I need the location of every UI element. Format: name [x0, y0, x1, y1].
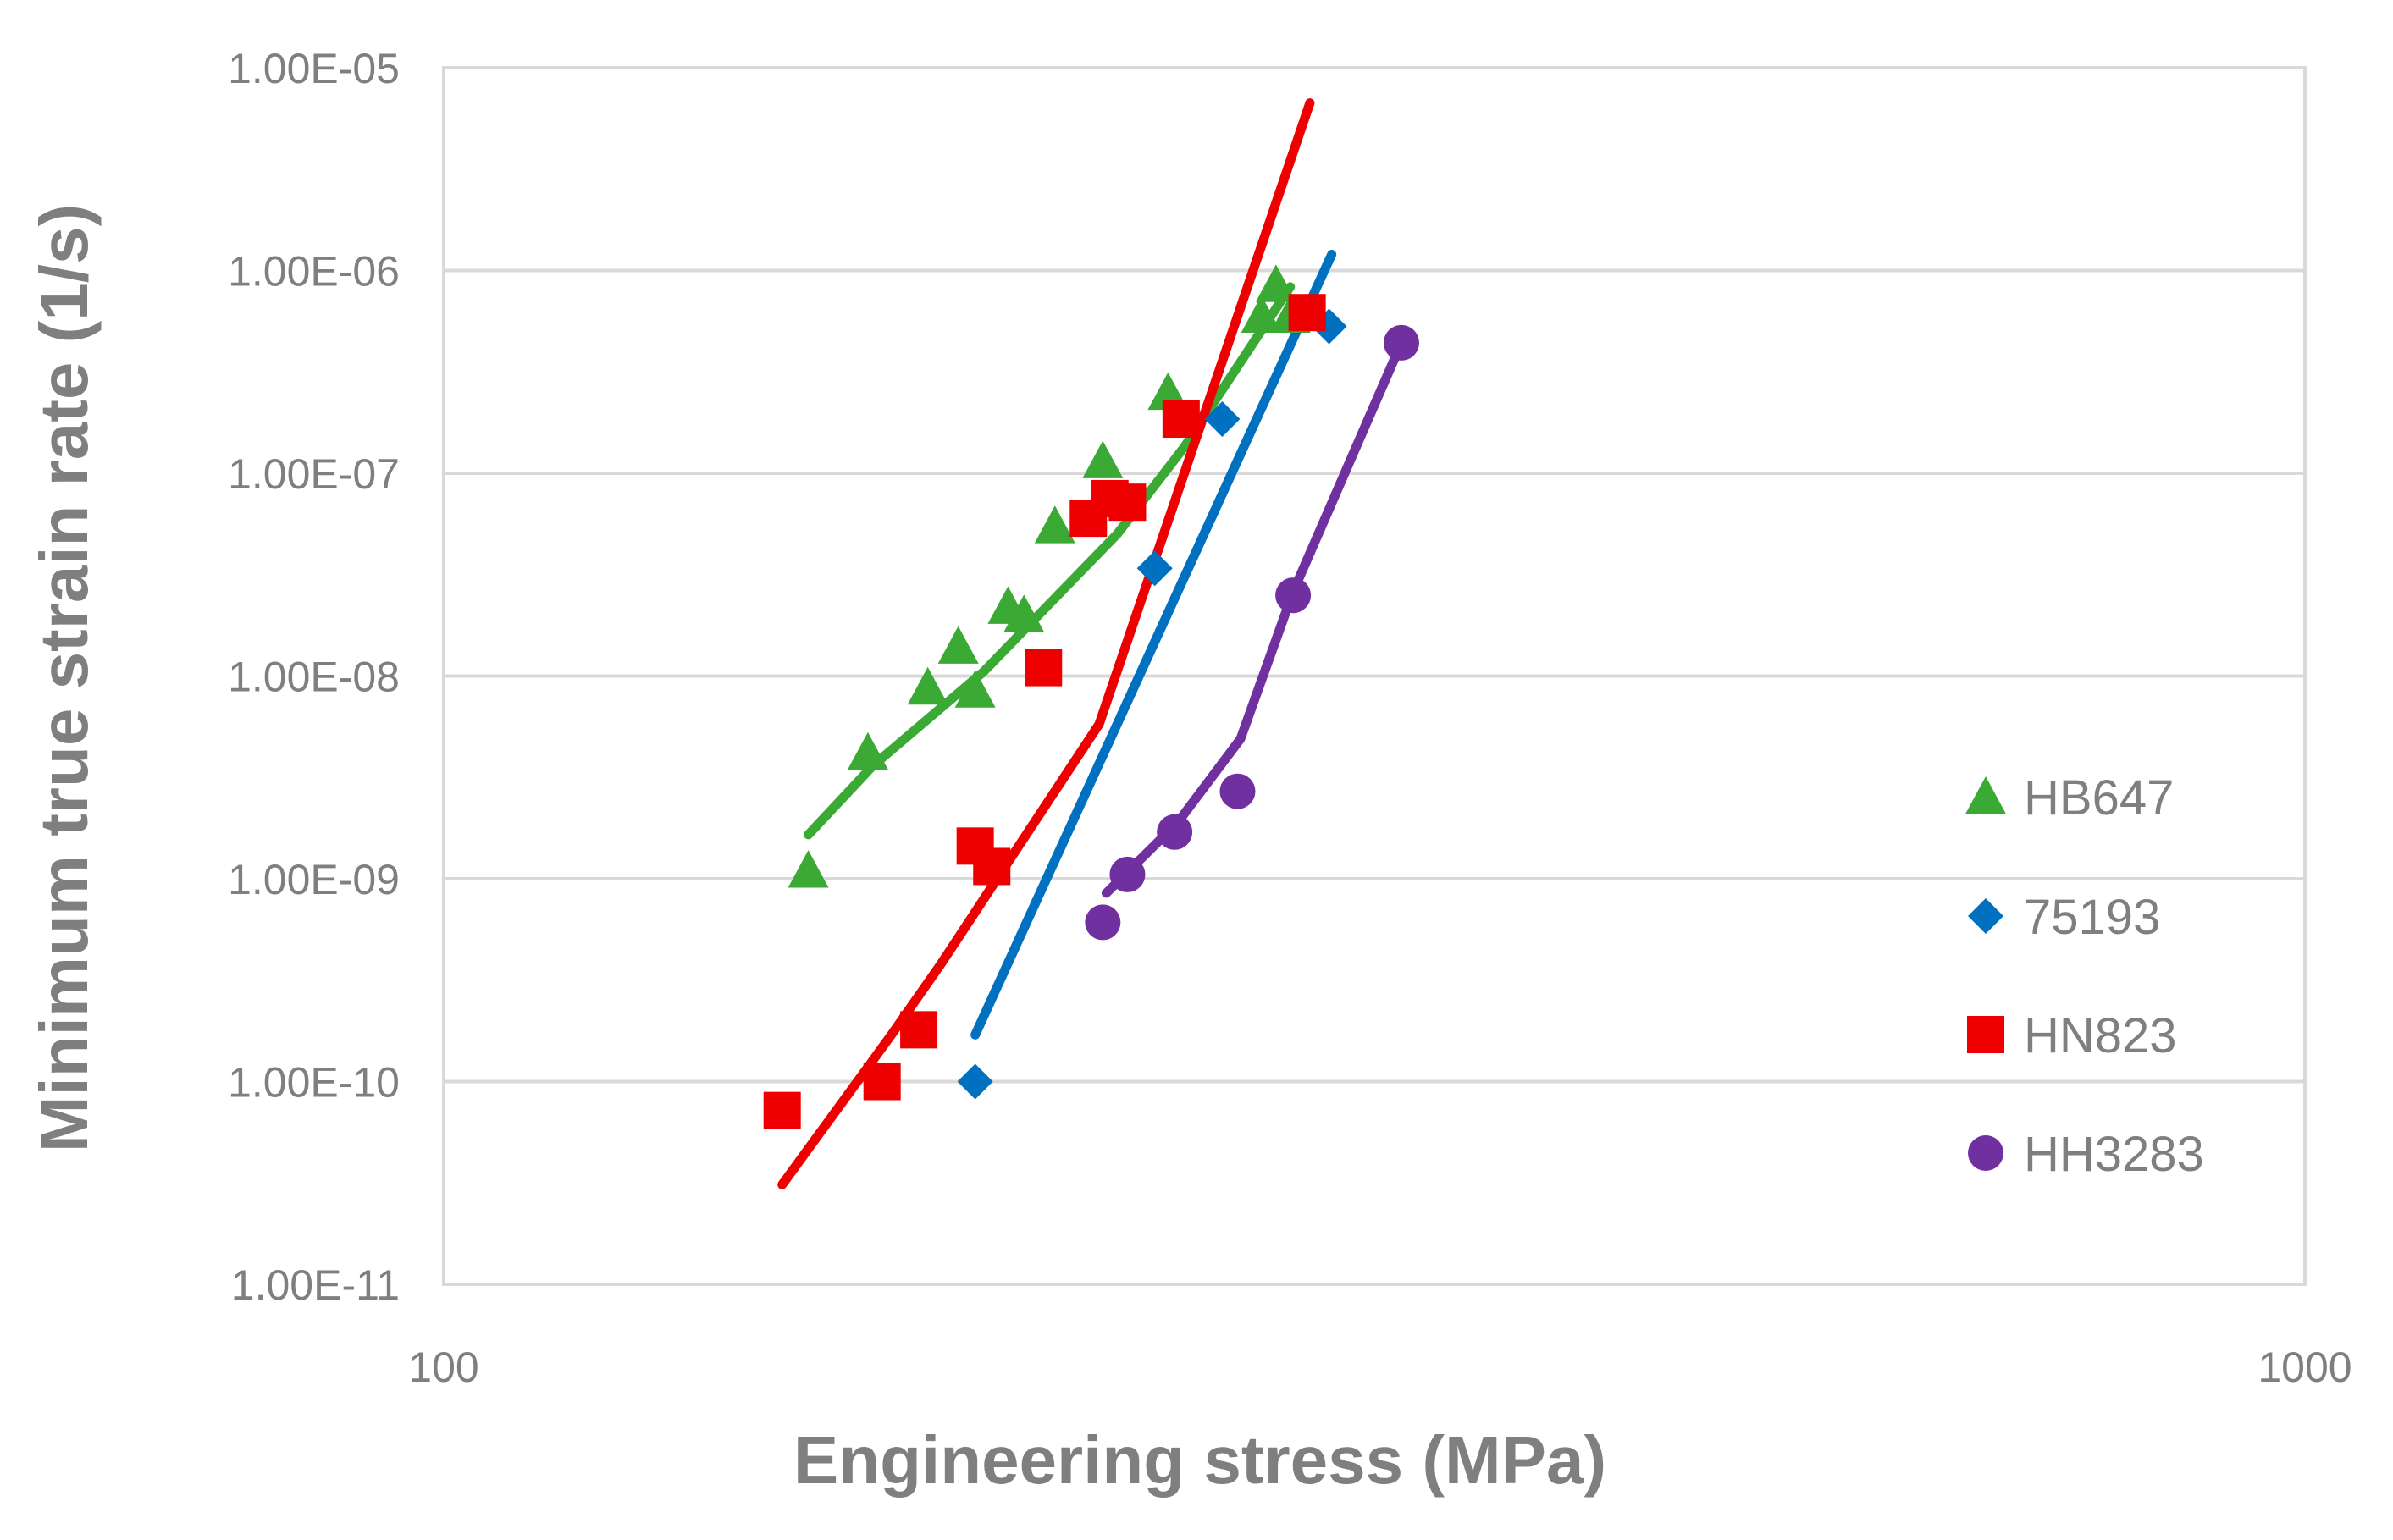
- data-markers: [763, 264, 1419, 1129]
- legend: HB647 75193 HN823 HH3283: [1965, 770, 2204, 1182]
- data-point-hb647: [1034, 505, 1075, 544]
- data-point-hh3283: [1157, 814, 1193, 850]
- x-axis-tick-labels: 100 1000: [408, 1344, 2352, 1391]
- data-point-hn823: [1025, 649, 1063, 687]
- y-axis-tick-labels: 1.00E-05 1.00E-06 1.00E-07 1.00E-08 1.00E-09…: [228, 45, 400, 1309]
- y-tick-label: 1.00E-07: [228, 450, 400, 498]
- legend-label-hn823: HN823: [2024, 1008, 2177, 1063]
- data-point-hh3283: [1219, 773, 1256, 809]
- y-tick-label: 1.00E-06: [228, 248, 400, 295]
- data-point-hb647: [954, 670, 996, 708]
- plot-area-frame: [442, 66, 2307, 1286]
- fit-line-75193: [970, 250, 1337, 1040]
- data-point-hh3283: [1383, 324, 1419, 361]
- data-point-hb647: [847, 731, 888, 770]
- data-point-hb647: [1147, 372, 1189, 411]
- legend-marker-hn823: [1967, 1016, 2004, 1053]
- legend-marker-hb647: [1965, 776, 2006, 814]
- y-axis-title: Minimum true strain rate (1/s): [26, 204, 102, 1152]
- data-point-75193: [1136, 550, 1173, 587]
- data-point-75193: [1204, 401, 1241, 438]
- legend-label-hb647: HB647: [2024, 770, 2174, 825]
- fit-line-hh3283: [1102, 338, 1407, 898]
- data-point-hh3283: [1109, 856, 1146, 892]
- y-tick-label: 1.00E-10: [228, 1059, 400, 1107]
- gridlines: [444, 66, 2305, 1286]
- data-point-hh3283: [1275, 577, 1312, 614]
- data-point-hn823: [763, 1091, 801, 1129]
- data-point-hn823: [900, 1011, 938, 1049]
- data-point-hb647: [788, 850, 829, 888]
- data-point-hb647: [1003, 594, 1045, 632]
- data-point-hn823: [1108, 483, 1147, 522]
- data-point-hn823: [973, 847, 1011, 886]
- data-point-hn823: [1162, 400, 1200, 439]
- fit-line-hn823: [777, 98, 1315, 1189]
- data-point-75193: [957, 1063, 993, 1100]
- legend-marker-hh3283: [1968, 1135, 2003, 1171]
- y-tick-label: 1.00E-08: [228, 654, 400, 701]
- data-point-hn823: [863, 1063, 901, 1101]
- y-tick-label: 1.00E-05: [228, 45, 400, 92]
- data-point-hh3283: [1085, 904, 1121, 941]
- data-point-hb647: [937, 626, 979, 664]
- y-tick-label: 1.00E-09: [228, 856, 400, 903]
- x-axis-title: Engineering stress (MPa): [793, 1422, 1606, 1498]
- data-point-hb647: [1082, 440, 1124, 478]
- fit-lines: [777, 98, 1407, 1189]
- legend-marker-75193: [1968, 898, 2003, 934]
- data-point-hb647: [1241, 295, 1282, 334]
- data-point-hb647: [1255, 264, 1296, 302]
- data-point-hn823: [1288, 294, 1326, 332]
- x-tick-label: 100: [408, 1344, 478, 1391]
- data-point-hb647: [907, 666, 948, 705]
- legend-label-75193: 75193: [2024, 890, 2160, 945]
- legend-label-hh3283: HH3283: [2024, 1127, 2204, 1182]
- y-tick-label: 1.00E-11: [231, 1261, 400, 1309]
- x-tick-label: 1000: [2258, 1344, 2352, 1391]
